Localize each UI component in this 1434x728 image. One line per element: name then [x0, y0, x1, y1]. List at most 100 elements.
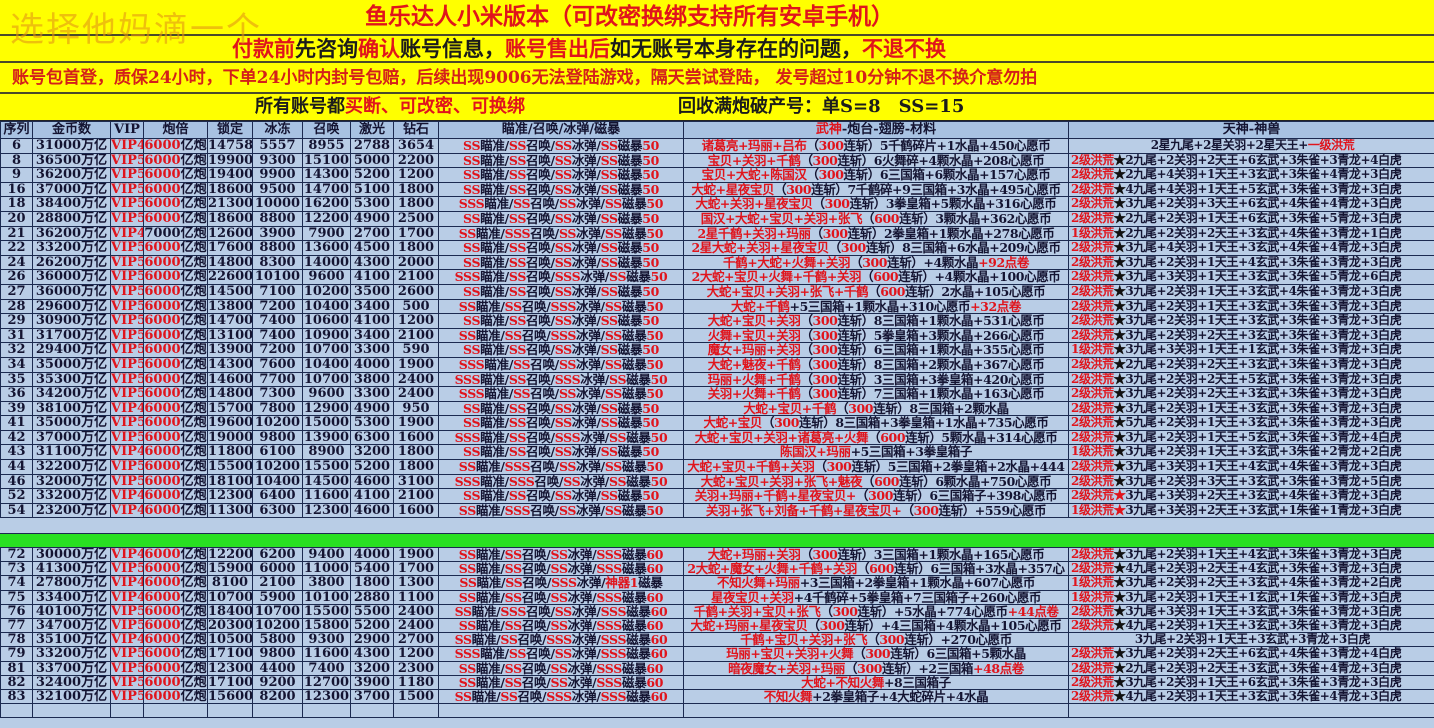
table-row[interactable]: 35 35300万亿 VIP5 6000亿炮 14600 7700 10700 3800 240… [0, 371, 1434, 388]
materials-text: （ [800, 372, 813, 387]
table-row[interactable]: 39 38100万亿 VIP4 6000亿炮 15700 7800 12900 4900 950… [0, 400, 1434, 417]
table-row[interactable]: 77 34700万亿 VIP5 6000亿炮 20300 10200 15800 5200 24… [0, 618, 1434, 634]
skills: SS瞄准/SS召唤/SS冰弹/SSS磁暴60 [438, 561, 684, 577]
vip-level: VIP5 [110, 196, 144, 212]
table-row[interactable]: 31 31700万亿 VIP5 6000亿炮 13100 7400 10900 3400 210… [0, 327, 1434, 344]
table-row[interactable]: 83 32100万亿 VIP5 6000亿炮 15600 8200 12300 3700 150… [0, 689, 1434, 705]
table-row[interactable]: 24 26200万亿 VIP5 6000亿炮 14800 8300 14000 4300 200… [0, 254, 1434, 271]
freeze-count: 6000 [252, 561, 303, 577]
skill-highlight: 50 [642, 444, 659, 460]
table-row[interactable]: 73 41300万亿 VIP5 6000亿炮 15900 6000 11000 5400 170… [0, 561, 1434, 577]
skill-highlight: SS [458, 328, 476, 343]
skill-text: 召唤/ [521, 618, 551, 633]
table-row[interactable]: 21 36200万亿 VIP4 7000亿炮 12600 3900 7900 2700 1700… [0, 225, 1434, 242]
skill-highlight: SS [604, 226, 622, 241]
materials-text: （ [820, 604, 834, 619]
materials-text: 连斩）6火舞碎+4颗水晶+208心愿币 [837, 153, 1045, 168]
terms-banner: 所有账号都买断、可改密、可换绑 回收满炮破产号：单S=8 SS=15 [0, 94, 1434, 121]
table-row[interactable]: 32 29400万亿 VIP5 6000亿炮 13900 7200 10700 3300 590… [0, 342, 1434, 358]
table-row[interactable]: 75 33400万亿 VIP4 6000亿炮 10700 5900 10100 2880 110… [0, 589, 1434, 605]
wushen-materials: 关羽+火舞+千鹤（300连斩）7三国箱+1颗水晶+163心愿币 [683, 386, 1069, 402]
freeze-count: 6300 [252, 502, 303, 519]
table-row[interactable]: 44 32200万亿 VIP5 6000亿炮 15500 10200 15500 5200 18… [0, 459, 1434, 475]
heroes: 玛丽+宝贝+关羽+火舞 [726, 646, 854, 662]
table-row[interactable]: 9 36200万亿 VIP5 6000亿炮 19400 9900 14300 5200 1200… [0, 167, 1434, 183]
empty-cell [252, 703, 303, 719]
table-row[interactable]: 27 36000万亿 VIP5 6000亿炮 14500 7100 10200 3500 260… [0, 283, 1434, 300]
cannon-multiplier: 6000亿炮 [143, 196, 208, 212]
cannon-value: 6000 [144, 675, 181, 690]
table-row[interactable]: 82 32400万亿 VIP5 6000亿炮 17100 9200 12700 3900 118… [0, 674, 1434, 691]
row-index: 8 [0, 152, 33, 169]
cannon-value: 6000 [144, 561, 181, 576]
beasts: 3九尾+2关羽+1天王+6玄武+3朱雀+3青龙+3白虎 [1125, 675, 1402, 689]
vip-level: VIP5 [110, 415, 144, 431]
materials-text: 连斩）+5水晶+774心愿币 [857, 604, 1009, 619]
row-index: 36 [0, 386, 33, 402]
freeze-count: 10400 [252, 473, 303, 490]
materials-text: （ [806, 138, 820, 153]
table-row[interactable]: 54 23200万亿 VIP4 6000亿炮 11300 6300 12300 4600 160… [0, 502, 1434, 519]
table-row[interactable]: 20 28800万亿 VIP5 6000亿炮 18600 8800 12200 4900 250… [0, 210, 1434, 227]
tianshen-level: 1级洪荒 [1071, 444, 1114, 459]
table-row[interactable]: 78 35100万亿 VIP4 6000亿炮 10500 5800 9300 2900 2700… [0, 632, 1434, 648]
materials-highlight: 600 [880, 284, 906, 299]
table-row[interactable]: 72 30000万亿 VIP4 6000亿炮 12200 6200 9400 4000 1900… [0, 546, 1434, 563]
cannon-value: 6000 [144, 618, 181, 633]
table-row[interactable]: 46 32000万亿 VIP5 6000亿炮 18100 10400 14500 4600 31… [0, 473, 1434, 490]
table-row[interactable]: 42 37000万亿 VIP5 6000亿炮 19000 9800 13900 6300 160… [0, 429, 1434, 446]
table-row[interactable]: 28 29600万亿 VIP5 6000亿炮 13800 7200 10400 3400 500… [0, 298, 1434, 315]
freeze-count: 7400 [252, 327, 303, 344]
skill-highlight: SS [508, 240, 527, 256]
skill-text: 召唤/ [526, 211, 555, 226]
table-row[interactable]: 8 36500万亿 VIP5 6000亿炮 19900 9300 15100 5000 2200… [0, 152, 1434, 169]
heroes: 千鹤+宝贝+关羽+张飞 [740, 632, 868, 647]
materials-text: （ [862, 474, 875, 489]
table-row[interactable]: 74 27800万亿 VIP4 6000亿炮 8100 2100 3800 1800 1300 S… [0, 575, 1434, 591]
materials-text: （ [774, 182, 787, 197]
table-row[interactable]: 29 30900万亿 VIP5 6000亿炮 14700 7400 10600 4100 120… [0, 313, 1434, 329]
tianshen-beasts: 1级洪荒★3九尾+2关羽+1天王+1玄武+1朱雀+3青龙+3白虎 [1068, 589, 1434, 605]
skill-text: 磁暴 [622, 547, 647, 562]
table-row[interactable]: 41 35000万亿 VIP5 6000亿炮 19600 10200 15000 5300 19… [0, 415, 1434, 431]
laser-count: 5200 [350, 618, 394, 634]
cannon-value: 6000 [144, 255, 181, 270]
summon-count: 3800 [302, 575, 351, 591]
vip-level: VIP5 [110, 342, 144, 358]
materials-text: （ [810, 226, 824, 241]
materials-highlight: 300 [857, 661, 883, 676]
heroes: 魔女+玛丽+关羽 [707, 342, 801, 358]
header-index: 序列 [0, 121, 33, 139]
table-row[interactable]: 81 33700万亿 VIP5 6000亿炮 12300 4400 7400 3200 2300… [0, 660, 1434, 676]
wushen-materials: 暗夜魔女+关羽+玛丽（300连斩）+2三国箱+48点卷 [683, 660, 1069, 676]
table-row[interactable]: 76 40100万亿 VIP5 6000亿炮 18400 10700 15500 5500 24… [0, 603, 1434, 620]
heroes: 2大蛇+魔女+火舞+千鹤+关羽 [687, 561, 858, 576]
table-row[interactable]: 79 33200万亿 VIP5 6000亿炮 17100 9800 11600 4300 120… [0, 646, 1434, 662]
skill-highlight: 神器1 [605, 575, 639, 591]
table-row[interactable]: 16 37000万亿 VIP5 6000亿炮 18600 9500 14700 5100 180… [0, 181, 1434, 198]
materials-highlight: 600 [874, 211, 900, 226]
materials-highlight: 300 [812, 313, 838, 329]
table-row[interactable]: 43 31100万亿 VIP4 6000亿炮 11800 6100 8900 3200 1800… [0, 444, 1434, 461]
table-row[interactable]: 52 33200万亿 VIP4 6000亿炮 12300 6400 11600 4100 210… [0, 488, 1434, 504]
cannon-unit: 亿炮 [180, 226, 207, 241]
table-row[interactable]: 18 38400万亿 VIP5 6000亿炮 21300 10000 16200 5300 18… [0, 196, 1434, 212]
beasts: 3九尾+2关羽+1天王+4玄武+3朱雀+3青龙+3白虎 [1125, 255, 1402, 269]
cannon-multiplier: 6000亿炮 [143, 386, 208, 402]
skill-highlight: SS [458, 299, 476, 314]
gold-amount: 36000万亿 [32, 269, 111, 285]
cannon-unit: 亿炮 [180, 313, 207, 329]
cannon-multiplier: 6000亿炮 [143, 181, 208, 198]
table-row[interactable]: 6 31000万亿 VIP4 6000亿炮 14758 5557 8955 2788 3654 S… [0, 138, 1434, 154]
row-index: 31 [0, 327, 33, 344]
table-row[interactable]: 34 35000万亿 VIP5 6000亿炮 14300 7600 10400 4000 190… [0, 356, 1434, 373]
freeze-count: 9800 [252, 429, 303, 446]
skill-highlight: SS [508, 211, 527, 226]
table-row[interactable]: 26 36000万亿 VIP5 6000亿炮 22600 10100 9600 4100 210… [0, 269, 1434, 285]
heroes: 大蛇+宝贝+千鹤 [743, 401, 837, 416]
skill-text: 冰弹/ [571, 211, 601, 226]
table-row[interactable]: 36 34200万亿 VIP5 6000亿炮 14800 7300 9600 3300 2400… [0, 386, 1434, 402]
table-row[interactable]: 22 33200万亿 VIP5 6000亿炮 17600 8800 13600 4500 180… [0, 240, 1434, 256]
skill-highlight: SS [508, 182, 527, 197]
skill-highlight: SSS [458, 386, 485, 402]
